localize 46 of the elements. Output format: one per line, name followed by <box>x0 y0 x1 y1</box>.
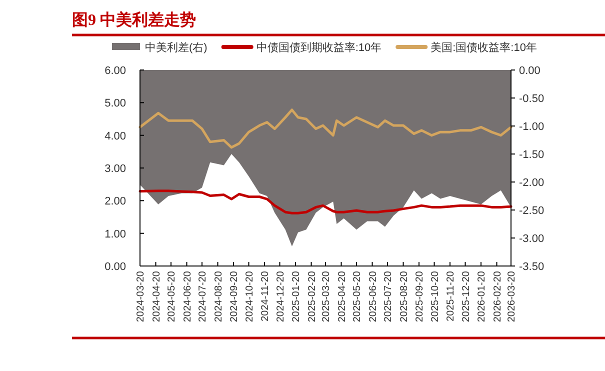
x-tick-label: 2024-08-20 <box>213 270 224 322</box>
x-tick-label: 2025-10-20 <box>430 270 441 322</box>
y-tick-label: 0.00 <box>104 261 126 273</box>
x-tick-label: 2025-07-20 <box>383 270 394 322</box>
x-tick-label: 2025-03-20 <box>321 270 332 322</box>
x-tick-label: 2025-09-20 <box>414 270 426 322</box>
x-tick-label: 2025-08-20 <box>398 270 410 322</box>
y2-tick-label: -3.00 <box>519 233 544 245</box>
y2-tick-label: -1.00 <box>519 121 544 133</box>
y2-tick-label: -2.00 <box>519 177 544 189</box>
chart-title: 图9 中美利差走势 <box>72 10 196 29</box>
x-tick-label: 2025-06-20 <box>368 270 379 322</box>
x-tick-label: 2024-09-20 <box>229 270 240 322</box>
x-tick-label: 2025-12-20 <box>460 270 472 322</box>
x-tick-label: 2024-04-20 <box>151 270 162 322</box>
line-series <box>138 190 512 214</box>
line-series <box>138 108 512 149</box>
y-tick-label: 1.00 <box>104 228 126 240</box>
x-tick-label: 2024-05-20 <box>166 270 178 322</box>
y2-tick-label: -0.50 <box>519 93 544 105</box>
x-tick-label: 2024-03-20 <box>136 270 146 322</box>
x-tick-label: 2025-02-20 <box>306 270 318 322</box>
x-tick-label: 2026-02-20 <box>492 270 504 322</box>
y-tick-label: 3.00 <box>104 163 126 175</box>
x-tick-label: 2025-11-20 <box>446 270 457 322</box>
y2-tick-label: -2.50 <box>519 205 544 217</box>
x-tick-label: 2024-11-20 <box>260 270 272 322</box>
x-tick-label: 2024-12-20 <box>275 270 286 322</box>
y2-tick-label: -3.50 <box>519 261 544 273</box>
x-tick-label: 2026-03-20 <box>506 270 518 322</box>
x-tick-label: 2025-01-20 <box>291 270 302 322</box>
y-tick-label: 5.00 <box>104 98 126 110</box>
y2-tick-label: -1.50 <box>519 149 544 161</box>
y2-tick-label: 0.00 <box>519 65 540 77</box>
y-tick-label: 4.00 <box>104 130 126 142</box>
legend-label: 美国:国债收益率:10年 <box>430 41 537 54</box>
x-tick-label: 2024-10-20 <box>244 270 256 322</box>
legend-label: 中美利差(右) <box>145 41 208 54</box>
x-tick-label: 2026-01-20 <box>476 270 488 322</box>
x-tick-label: 2024-06-20 <box>182 270 194 322</box>
y-tick-label: 2.00 <box>104 196 126 208</box>
y-tick-label: 6.00 <box>104 65 126 77</box>
x-tick-label: 2025-05-20 <box>352 270 363 322</box>
x-tick-label: 2025-04-20 <box>336 270 348 322</box>
x-tick-label: 2024-07-20 <box>198 270 209 322</box>
legend-label: 中债国债到期收益率:10年 <box>256 41 382 54</box>
